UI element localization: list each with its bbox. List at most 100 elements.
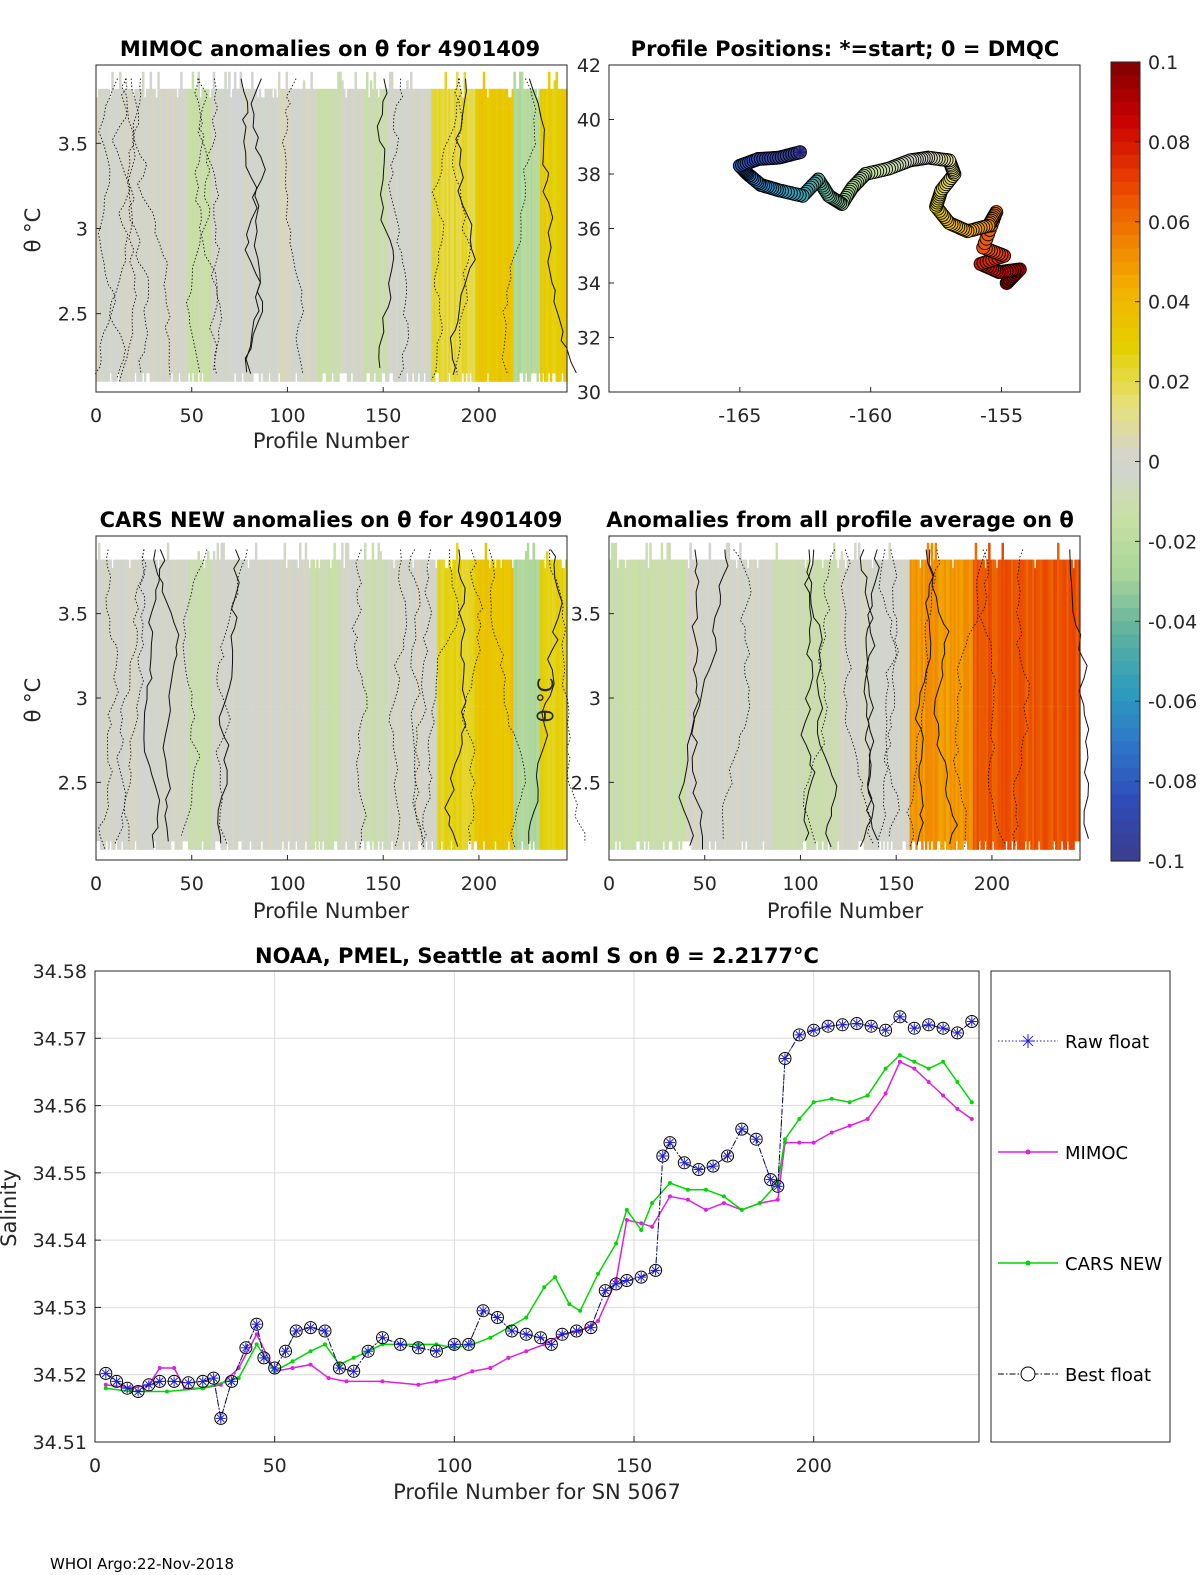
- heat-cell: [991, 559, 995, 707]
- data-point: [797, 1117, 802, 1121]
- y-tick-label: 34.53: [33, 1297, 87, 1319]
- heat-cell: [683, 706, 687, 842]
- x-tick-label: 100: [269, 405, 305, 427]
- marker-stroke: [252, 1320, 261, 1329]
- data-point: [393, 1337, 407, 1351]
- data-point: [772, 1181, 783, 1192]
- heat-cell: [806, 706, 809, 850]
- heat-cell: [536, 97, 539, 238]
- heat-cell: [274, 237, 277, 382]
- heat-cell: [149, 237, 153, 382]
- heat-cell: [270, 237, 273, 382]
- heat-cell: [637, 559, 641, 707]
- heat-cell: [610, 542, 614, 707]
- heat-cell: [544, 88, 547, 237]
- heat-cell: [815, 559, 819, 707]
- heat-cell: [230, 559, 233, 707]
- heat-cell: [360, 706, 363, 842]
- heat-cell: [101, 559, 105, 707]
- heat-cell: [134, 559, 137, 707]
- heat-cell: [176, 706, 179, 850]
- heat-cell: [995, 568, 999, 707]
- heat-cell: [436, 88, 440, 237]
- heat-cell: [260, 237, 264, 374]
- heat-cell: [410, 559, 413, 707]
- heat-cell: [894, 559, 897, 707]
- data-point: [332, 1361, 346, 1375]
- heat-cell: [718, 706, 721, 850]
- heat-cell: [371, 237, 375, 382]
- heat-cell: [1064, 559, 1068, 707]
- heat-cell: [417, 706, 421, 842]
- heat-cell: [834, 559, 838, 707]
- heat-cell: [264, 559, 267, 707]
- heat-cell: [201, 559, 204, 707]
- heat-cell: [157, 71, 160, 237]
- colorbar-band: [1111, 261, 1140, 276]
- data-point: [215, 1413, 226, 1424]
- data-point: [544, 1337, 558, 1351]
- colorbar-band: [1111, 328, 1140, 343]
- heat-cell: [999, 706, 1003, 850]
- heat-cell: [287, 237, 290, 382]
- heat-cell: [1036, 559, 1039, 707]
- heat-cell: [764, 706, 767, 850]
- contour-line: [1069, 549, 1090, 839]
- heat-cell: [545, 88, 549, 237]
- heat-cell: [434, 706, 438, 850]
- heat-cell: [396, 559, 400, 707]
- heat-cell: [197, 71, 200, 237]
- heat-cell: [790, 559, 794, 707]
- heat-cell: [478, 237, 482, 382]
- data-point: [320, 1326, 330, 1336]
- heat-cell: [178, 559, 181, 707]
- heat-cell: [1070, 559, 1073, 707]
- data-point: [821, 1019, 835, 1033]
- heat-cell: [846, 706, 849, 850]
- data-point: [290, 1366, 295, 1370]
- heat-cell: [153, 88, 156, 237]
- heat-cell: [752, 706, 756, 850]
- heat-cell: [316, 88, 319, 237]
- heat-cell: [237, 237, 241, 382]
- legend-label: CARS NEW: [1065, 1254, 1162, 1275]
- heat-cell: [295, 706, 298, 842]
- heat-cell: [949, 559, 953, 707]
- heat-cell: [277, 71, 281, 237]
- contour-line: [548, 549, 586, 843]
- heat-cell: [655, 559, 658, 707]
- plot-frame-outline: [94, 970, 980, 1443]
- heat-cell: [1037, 706, 1041, 842]
- heat-cell: [203, 706, 206, 850]
- heat-cell: [712, 706, 715, 850]
- heat-cell: [655, 706, 658, 850]
- heat-cell: [632, 559, 635, 707]
- heat-cell: [871, 568, 874, 707]
- heat-cell: [369, 559, 373, 707]
- data-point: [811, 1140, 816, 1145]
- heat-cell: [658, 706, 662, 850]
- heat-cell: [951, 568, 955, 707]
- heat-cell: [406, 80, 409, 237]
- heat-cell: [193, 88, 197, 237]
- heat-cell: [777, 706, 780, 850]
- heat-cell: [521, 706, 524, 842]
- heat-cell: [155, 97, 158, 238]
- heat-cell: [209, 559, 212, 707]
- heat-cell: [494, 568, 497, 707]
- marker-stroke: [773, 1182, 782, 1191]
- data-point: [823, 1021, 834, 1032]
- cars-y-axis: 3.532.5: [58, 604, 101, 794]
- colorbar-band: [1111, 101, 1140, 116]
- data-point: [208, 1373, 219, 1384]
- data-point: [452, 1376, 457, 1381]
- heat-cell: [817, 559, 821, 707]
- heat-cell: [436, 237, 440, 374]
- heat-cell: [974, 542, 978, 707]
- heat-cell: [863, 706, 867, 850]
- heat-cell: [233, 71, 237, 237]
- heat-cell: [840, 551, 844, 707]
- heat-cell: [777, 559, 780, 707]
- heat-cell: [421, 559, 424, 707]
- heat-cell: [490, 237, 493, 382]
